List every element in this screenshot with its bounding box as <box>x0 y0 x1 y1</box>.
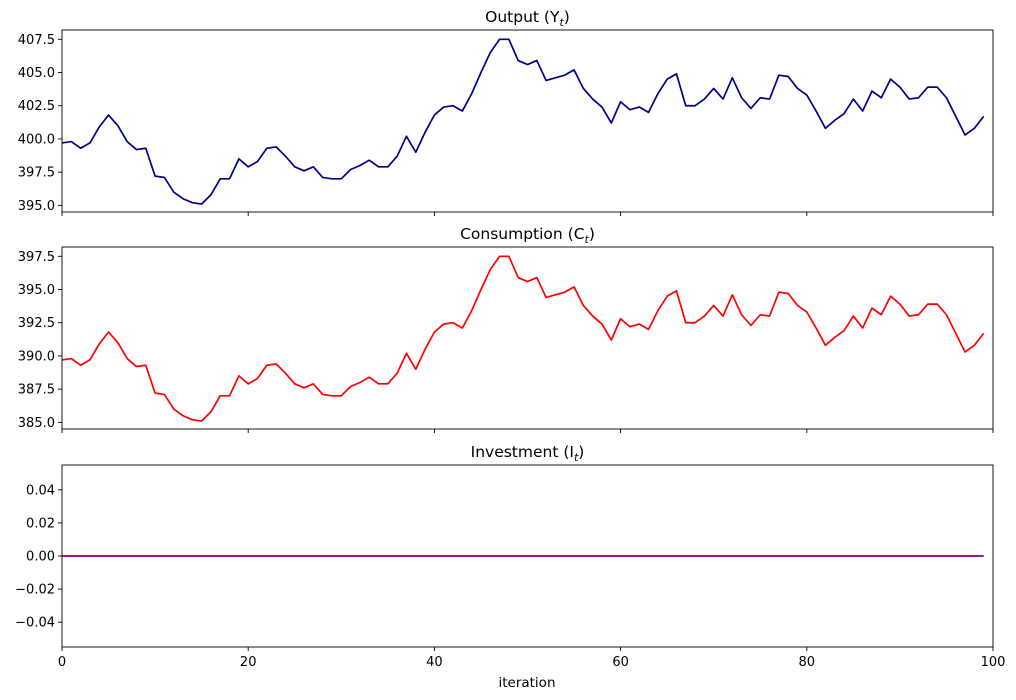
y-tick-label: 390.0 <box>18 349 55 364</box>
x-tick-label: 100 <box>981 655 1006 670</box>
y-tick-label: −0.04 <box>15 616 55 631</box>
x-axis-label: iteration <box>498 675 555 691</box>
y-tick-label: 387.5 <box>18 383 55 398</box>
subplot-title: Output (Yt) <box>485 8 570 29</box>
plot-frame <box>61 29 994 213</box>
y-tick-label: −0.02 <box>15 583 55 598</box>
subplot-title: Consumption (Ct) <box>460 225 595 246</box>
y-tick-label: 392.5 <box>18 316 55 331</box>
y-tick-label: 395.0 <box>18 283 55 298</box>
subplot-1: Output (Yt) 395.0 397.5 400.0 402.5 405.0 407.… <box>18 8 994 216</box>
subplot-2: Consumption (Ct) 385.0 387.5 390.0 392.5 395.… <box>18 225 994 433</box>
x-tick-label: 60 <box>612 655 629 670</box>
x-tick-label: 0 <box>58 655 66 670</box>
y-tick-label: 0.02 <box>26 516 55 531</box>
y-tick-label: 0.04 <box>26 483 55 498</box>
y-tick-label: 407.5 <box>18 33 55 48</box>
y-tick-label: 400.0 <box>18 132 55 147</box>
subplot-3: Investment (It) −0.04 −0.02 0.00 0.02 0.04 0 20… <box>15 443 1005 670</box>
subplot-panels: Output (Yt) 395.0 397.5 400.0 402.5 405.0 407.… <box>15 8 1005 670</box>
series-line-1 <box>61 38 985 205</box>
x-tick-label: 80 <box>799 655 816 670</box>
series-line-1 <box>61 255 985 422</box>
y-tick-label: 395.0 <box>18 199 55 214</box>
subplot-title: Investment (It) <box>471 443 585 464</box>
y-tick-label: 397.5 <box>18 250 55 265</box>
y-tick-label: 405.0 <box>18 66 55 81</box>
y-tick-label: 0.00 <box>26 550 55 565</box>
x-tick-label: 40 <box>426 655 443 670</box>
y-tick-label: 385.0 <box>18 416 55 431</box>
y-tick-label: 397.5 <box>18 166 55 181</box>
y-tick-label: 402.5 <box>18 99 55 114</box>
x-tick-label: 20 <box>240 655 257 670</box>
plot-frame <box>61 246 994 430</box>
